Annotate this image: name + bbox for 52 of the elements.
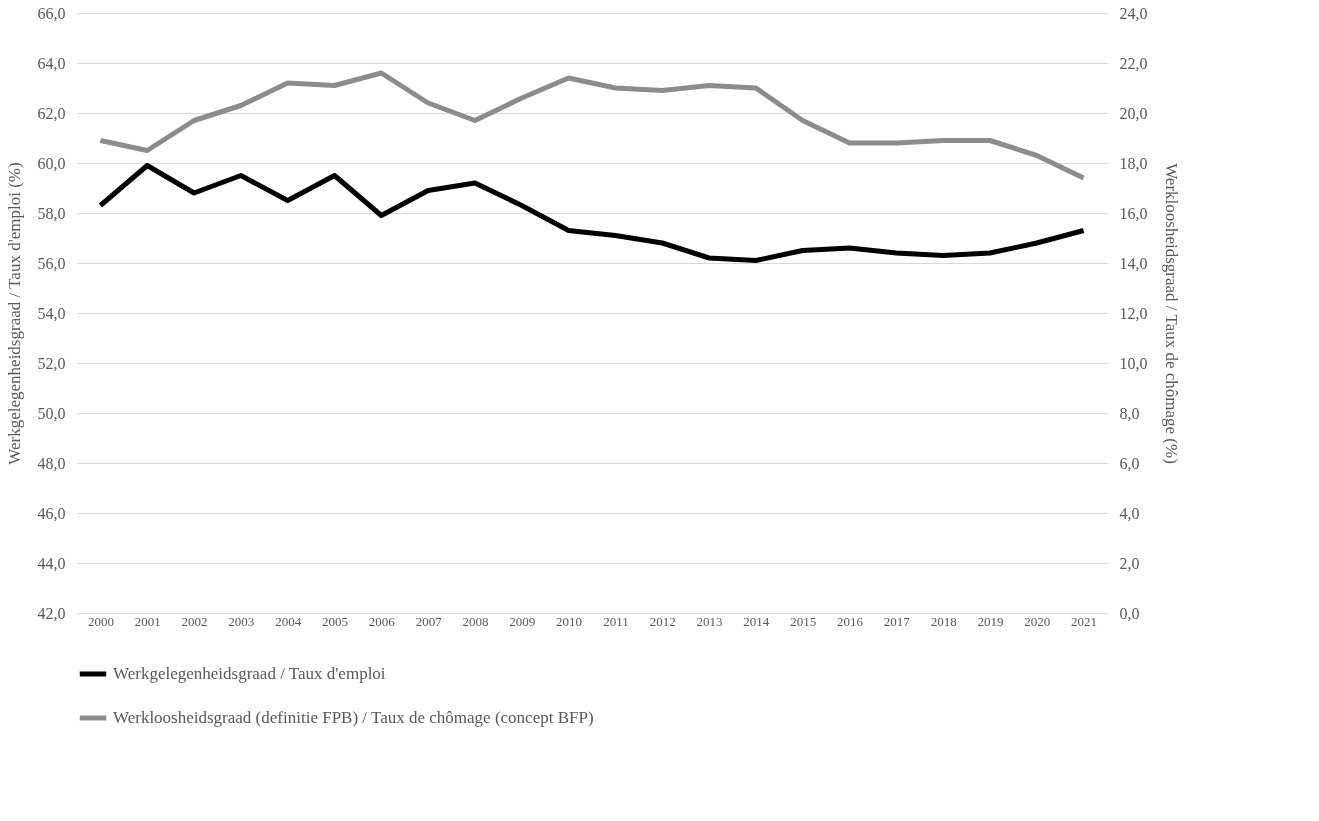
x-tick-label: 2014: [743, 613, 770, 629]
y-tick-label: 54,0: [37, 304, 66, 322]
x-tick-label: 2015: [790, 613, 817, 629]
y2-axis-title: Werkloosheidsgraad / Taux de chômage (%): [1161, 163, 1181, 464]
x-tick-label: 2009: [509, 613, 536, 629]
y-tick-label: 66,0: [37, 4, 66, 22]
y2-tick-label: 16,0: [1119, 204, 1148, 222]
y2-tick-label: 22,0: [1119, 54, 1148, 72]
x-tick-label: 2005: [322, 613, 348, 629]
x-tick-label: 2007: [415, 613, 443, 629]
y2-tick-label: 4,0: [1119, 504, 1140, 522]
x-tick-label: 2000: [87, 613, 114, 629]
x-tick-label: 2008: [462, 613, 489, 629]
x-tick-label: 2021: [1071, 613, 1098, 629]
x-tick-label: 2010: [556, 613, 583, 629]
x-tick-label: 2011: [603, 613, 629, 629]
y2-tick-label: 8,0: [1119, 404, 1140, 422]
y-tick-label: 52,0: [37, 354, 66, 372]
y-tick-label: 46,0: [37, 504, 66, 522]
y-tick-label: 44,0: [37, 554, 66, 572]
x-tick-label: 2016: [837, 613, 864, 629]
legend-label: Werkgelegenheidsgraad / Taux d'emploi: [113, 664, 386, 683]
y-tick-label: 56,0: [37, 254, 66, 272]
y2-tick-label: 10,0: [1119, 354, 1148, 372]
x-tick-label: 2006: [368, 613, 396, 629]
y-tick-label: 62,0: [37, 104, 66, 122]
x-tick-label: 2018: [930, 613, 957, 629]
y-tick-label: 64,0: [37, 54, 66, 72]
x-tick-label: 2001: [134, 613, 161, 629]
y2-tick-label: 2,0: [1119, 554, 1140, 572]
x-tick-label: 2012: [649, 613, 676, 629]
legend-label: Werkloosheidsgraad (definitie FPB) / Taux de chômage (concept BFP): [113, 708, 594, 727]
x-tick-label: 2013: [696, 613, 723, 629]
y2-tick-label: 6,0: [1119, 454, 1140, 472]
x-tick-label: 2020: [1024, 613, 1051, 629]
x-tick-label: 2002: [181, 613, 208, 629]
y2-tick-label: 14,0: [1119, 254, 1148, 272]
y-axis-title: Werkgelegenheidsgraad / Taux d'emploi (%): [4, 162, 24, 465]
y-tick-label: 42,0: [37, 604, 66, 622]
x-tick-label: 2003: [228, 613, 255, 629]
y2-tick-label: 12,0: [1119, 304, 1148, 322]
y-tick-label: 48,0: [37, 454, 66, 472]
x-tick-label: 2017: [883, 613, 911, 629]
y-tick-label: 60,0: [37, 154, 66, 172]
x-tick-label: 2019: [977, 613, 1004, 629]
y2-tick-label: 24,0: [1119, 4, 1148, 22]
x-tick-label: 2004: [275, 613, 302, 629]
y2-tick-label: 20,0: [1119, 104, 1148, 122]
y2-tick-label: 18,0: [1119, 154, 1148, 172]
y-tick-label: 58,0: [37, 204, 66, 222]
y2-tick-label: 0,0: [1119, 604, 1140, 622]
y-tick-label: 50,0: [37, 404, 66, 422]
